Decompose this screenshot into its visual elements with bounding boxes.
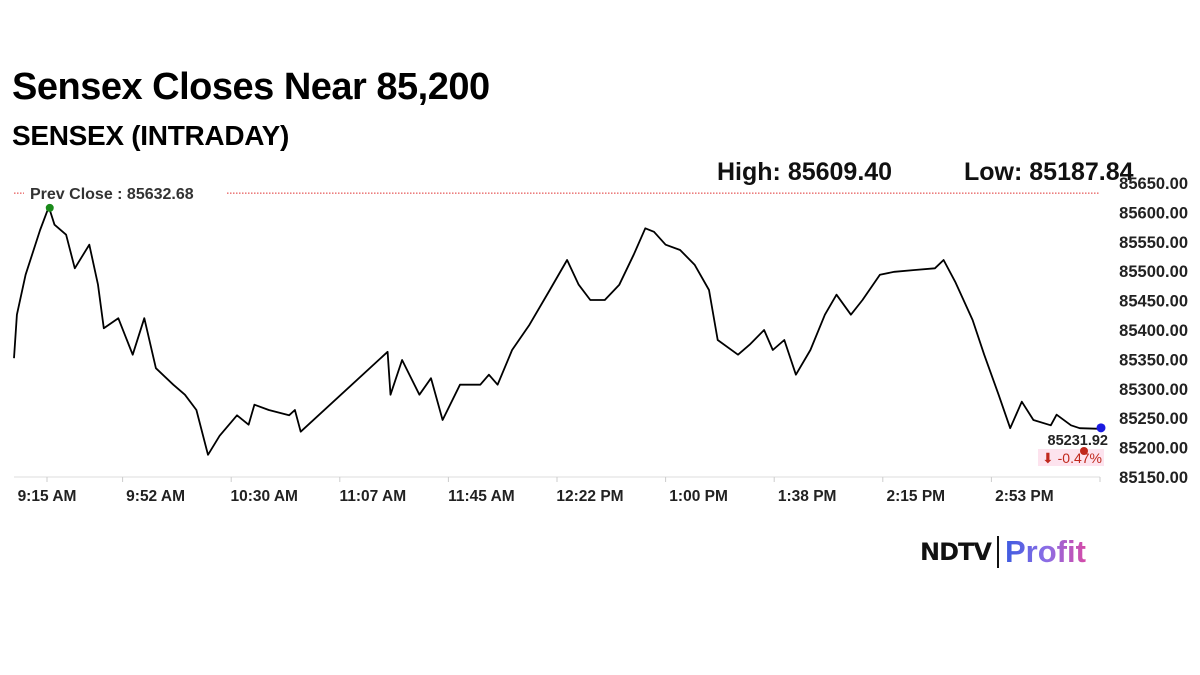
y-tick-label: 85350.00 — [1119, 351, 1188, 369]
prev-close-label-bg — [24, 183, 226, 204]
logo-profit: Profit — [1004, 534, 1086, 569]
y-tick-label: 85500.00 — [1119, 263, 1188, 281]
prev-close-label: Prev Close : 85632.68 — [30, 186, 194, 203]
x-tick-label: 11:07 AM — [339, 488, 406, 505]
logo-divider — [996, 536, 999, 568]
last-marker — [1096, 423, 1106, 433]
logo-ndtv: NDTV — [920, 538, 992, 566]
chart-subtitle: SENSEX (INTRADAY) — [12, 120, 290, 151]
x-tick-label: 2:53 PM — [995, 488, 1054, 505]
x-tick-label: 10:30 AM — [230, 488, 297, 505]
x-tick-label: 2:15 PM — [887, 488, 946, 505]
y-tick-label: 85200.00 — [1119, 440, 1188, 458]
x-tick-label: 9:15 AM — [18, 488, 77, 505]
high-label: High: 85609.40 — [717, 158, 893, 186]
change-marker — [1080, 447, 1088, 455]
last-value-label: 85231.92 — [1048, 433, 1108, 449]
change-label: ⬇ -0.47% — [1042, 450, 1102, 466]
y-tick-label: 85550.00 — [1119, 234, 1188, 252]
y-tick-label: 85650.00 — [1119, 175, 1188, 193]
chart-title: Sensex Closes Near 85,200 — [12, 66, 490, 108]
y-tick-label: 85600.00 — [1119, 204, 1188, 222]
x-tick-label: 11:45 AM — [448, 488, 515, 505]
sensex-line — [13, 205, 1101, 456]
y-tick-label: 85450.00 — [1119, 293, 1188, 311]
y-tick-label: 85150.00 — [1119, 469, 1188, 487]
high-marker — [45, 203, 54, 212]
low-label: Low: 85187.84 — [964, 158, 1134, 186]
x-tick-label: 1:38 PM — [778, 488, 837, 505]
x-tick-label: 1:00 PM — [669, 488, 728, 505]
x-tick-label: 9:52 AM — [126, 488, 185, 505]
y-tick-label: 85250.00 — [1119, 410, 1188, 428]
y-tick-label: 85300.00 — [1119, 381, 1188, 399]
y-tick-label: 85400.00 — [1119, 322, 1188, 340]
change-label-bg — [1038, 449, 1104, 466]
x-tick-label: 12:22 PM — [556, 488, 623, 505]
ndtv-profit-logo: NDTV Profit — [920, 534, 1086, 570]
